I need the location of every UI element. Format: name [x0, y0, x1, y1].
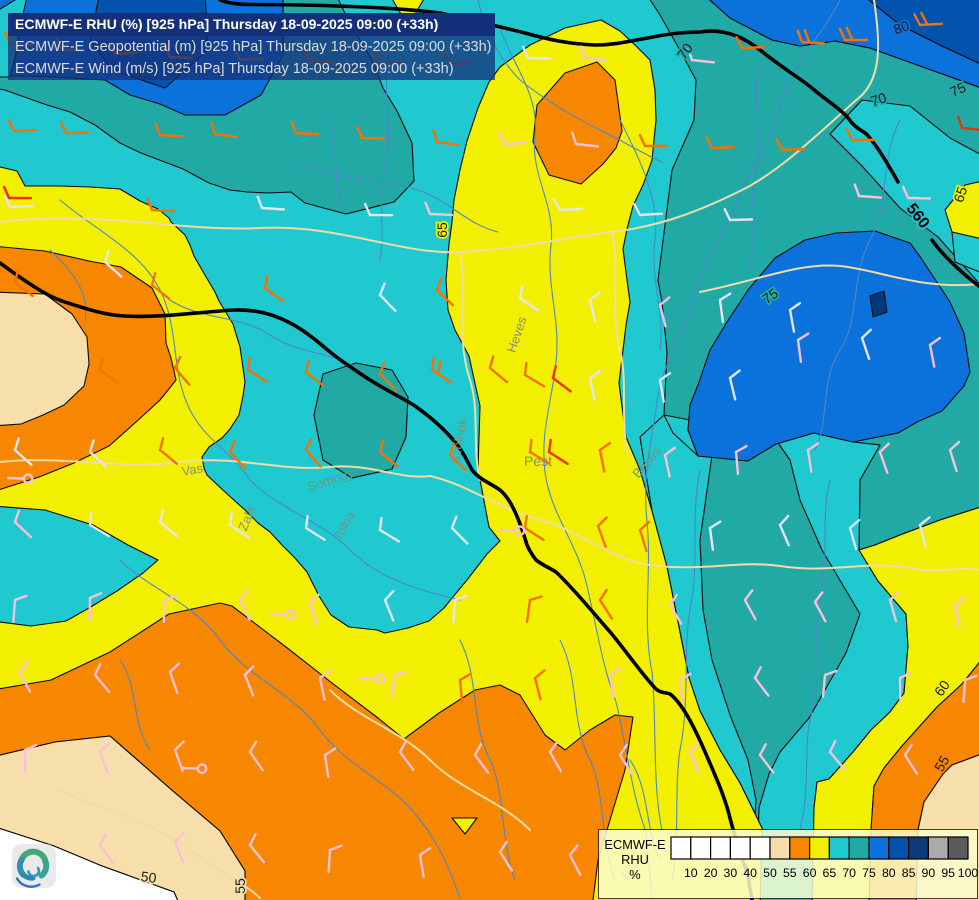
- svg-text:65: 65: [823, 866, 837, 880]
- svg-text:Vas: Vas: [180, 460, 204, 479]
- svg-text:60: 60: [803, 866, 817, 880]
- svg-text:65: 65: [950, 184, 970, 204]
- svg-text:100: 100: [958, 866, 979, 880]
- svg-text:55: 55: [232, 878, 248, 894]
- svg-text:%: %: [629, 867, 640, 882]
- svg-text:Pest: Pest: [524, 453, 552, 469]
- svg-text:20: 20: [704, 866, 718, 880]
- svg-text:40: 40: [743, 866, 757, 880]
- svg-text:85: 85: [902, 866, 916, 880]
- svg-text:80: 80: [891, 17, 911, 37]
- svg-text:RHU: RHU: [621, 852, 649, 867]
- svg-text:95: 95: [941, 866, 955, 880]
- svg-text:10: 10: [684, 866, 698, 880]
- svg-text:80: 80: [882, 866, 896, 880]
- svg-text:70: 70: [869, 89, 889, 109]
- svg-text:50: 50: [140, 868, 158, 886]
- svg-text:30: 30: [724, 866, 738, 880]
- svg-text:75: 75: [862, 866, 876, 880]
- svg-text:90: 90: [922, 866, 936, 880]
- svg-text:70: 70: [842, 866, 856, 880]
- svg-text:ECMWF-E: ECMWF-E: [604, 837, 665, 852]
- svg-text:55: 55: [783, 866, 797, 880]
- svg-text:50: 50: [763, 866, 777, 880]
- svg-text:65: 65: [434, 222, 450, 238]
